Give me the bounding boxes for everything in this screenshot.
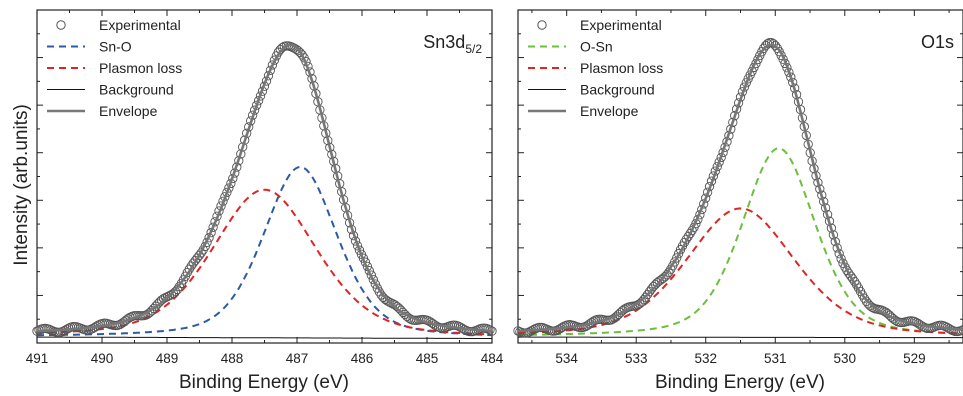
legend-label: Plasmon loss [580, 60, 663, 76]
background-line [518, 336, 963, 339]
x-tick-label: 534 [555, 351, 578, 366]
experimental-point [208, 222, 218, 232]
experimental-point [267, 60, 278, 70]
experimental-point [265, 65, 276, 75]
legend: Experimental O-Sn Plasmon loss Background En… [528, 17, 663, 119]
tick-group: 491 490 489 488 487 486 485 484 [26, 10, 504, 366]
legend-marker [56, 20, 66, 30]
x-tick-label: 490 [91, 351, 114, 366]
legend: Experimental Sn-O Plasmon loss Background En… [47, 17, 182, 119]
experimental-point [354, 245, 365, 255]
x-tick-label: 486 [351, 351, 374, 366]
legend-label: Experimental [99, 17, 181, 33]
x-tick-label: 532 [694, 351, 717, 366]
experimental-point [764, 38, 775, 48]
o-sn-curve [518, 147, 963, 336]
legend-label: Experimental [580, 17, 662, 33]
background-line [37, 336, 492, 339]
legend-label: Sn-O [99, 39, 132, 55]
curve-group [32, 41, 497, 339]
envelope-curve [517, 43, 963, 333]
panel-title-main: O1s [921, 32, 954, 52]
tick-group: 534 533 532 531 530 529 [518, 10, 963, 366]
experimental-point [174, 281, 185, 292]
o1s-panel: 534 533 532 531 530 529 Binding Energy (eV) O… [513, 9, 963, 393]
x-tick-label: 487 [286, 351, 309, 366]
legend-label: Envelope [99, 103, 158, 119]
panel-title: O1s [921, 32, 954, 52]
panel-title: Sn3d5/2 [423, 32, 482, 56]
x-axis-label: Binding Energy (eV) [179, 372, 349, 393]
legend-marker [537, 20, 547, 30]
panel-title-subscript: 5/2 [465, 42, 482, 56]
experimental-point [699, 199, 709, 209]
x-tick-label: 529 [903, 351, 926, 366]
legend-label: Background [580, 82, 655, 98]
experimental-point [210, 217, 220, 227]
experimental-point [956, 325, 963, 336]
x-axis-label: Binding Energy (eV) [655, 372, 825, 393]
experimental-point [687, 225, 697, 236]
experimental-point [206, 227, 216, 238]
x-tick-label: 485 [416, 351, 439, 366]
experimental-point [222, 187, 232, 198]
legend-label: Plasmon loss [99, 60, 182, 76]
y-axis-label: Intensity (arb.units) [11, 104, 32, 266]
sn3d-panel: 491 490 489 488 487 486 485 484 Binding Energy … [26, 9, 504, 393]
x-tick-label: 533 [625, 351, 648, 366]
envelope-curve [37, 43, 493, 333]
experimental-point [370, 279, 380, 289]
experimental-point [368, 274, 378, 285]
x-tick-label: 489 [156, 351, 179, 366]
experimental-point [269, 55, 280, 65]
legend-label: Background [99, 82, 174, 98]
legend-label: O-Sn [580, 39, 613, 55]
x-tick-label: 491 [26, 351, 49, 366]
experimental-point [672, 253, 682, 263]
curve-group [513, 38, 963, 339]
experimental-point [297, 50, 307, 60]
experimental-point [701, 193, 711, 203]
plasmon-loss-curve [36, 188, 493, 336]
x-tick-label: 484 [481, 351, 504, 366]
legend-label: Envelope [580, 103, 639, 119]
panel-title-main: Sn3d [423, 32, 465, 52]
x-tick-label: 531 [764, 351, 787, 366]
x-tick-label: 530 [834, 351, 857, 366]
experimental-point [714, 157, 724, 167]
x-tick-label: 488 [221, 351, 244, 366]
sn-o-curve [37, 165, 492, 337]
